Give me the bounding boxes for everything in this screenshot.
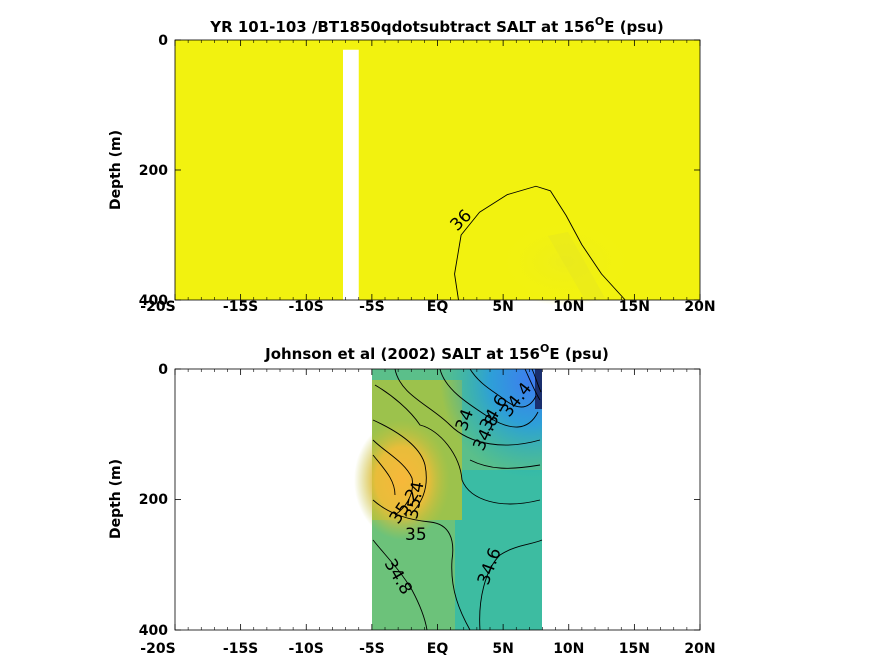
bottom-xtick-label-2: -10S: [289, 641, 324, 656]
bottom-contours: [372, 368, 543, 631]
top-heatmap-warm-streak: [548, 232, 605, 300]
bottom-contour-34-6: [439, 368, 539, 428]
bottom-contour-35-outer: [374, 384, 541, 505]
bottom-contour-34-8-upper: [394, 368, 541, 446]
top-xtick-label-5: 5N: [492, 299, 513, 315]
bottom-contour-north-edge: [524, 368, 541, 401]
bottom-contour-35-lower: [372, 499, 471, 631]
top-xtick-label-0: -20S: [140, 299, 175, 315]
bottom-xtick-label-1: -15S: [223, 641, 258, 656]
bottom-contour-35-6: [372, 454, 396, 496]
bottom-xtick-label-0: -20S: [140, 641, 175, 656]
bottom-heatmap-warm-core: [354, 420, 450, 540]
bottom-xtick-label-7: 15N: [619, 641, 650, 656]
bottom-contour-label-6: 35: [405, 525, 427, 545]
top-ytick-label-1: 200: [139, 163, 168, 179]
bottom-contour-34-6-lower: [479, 539, 543, 631]
top-xtick-label-4: EQ: [427, 299, 449, 315]
top-xtick-label-8: 20N: [684, 299, 715, 315]
top-blank-strip: [343, 49, 359, 300]
bottom-contour-34-8-lower: [372, 539, 428, 631]
bottom-contour-north-edge-2: [531, 368, 542, 393]
bottom-ticks: [174, 368, 701, 631]
bottom-xtick-label-5: 5N: [492, 641, 513, 656]
bottom-panel: Johnson et al (2002) SALT at 156OE (psu): [108, 342, 716, 656]
bottom-ylabel: Depth (m): [108, 459, 124, 539]
top-xtick-label-7: 15N: [619, 299, 650, 315]
bottom-xtick-label-6: 10N: [553, 641, 584, 656]
bottom-title: Johnson et al (2002) SALT at 156OE (psu): [264, 342, 609, 363]
bottom-contour-35-4: [372, 439, 413, 516]
bottom-heatmap-dark-edge: [535, 369, 542, 409]
bottom-xtick-label-3: -5S: [359, 641, 385, 656]
bottom-heatmap-east-band: [455, 470, 542, 630]
bottom-xtick-label-8: 20N: [684, 641, 715, 656]
top-xtick-label-1: -15S: [223, 299, 258, 315]
top-title: YR 101-103 /BT1850qdotsubtract SALT at 1…: [209, 15, 664, 36]
top-contour-line-0: [454, 185, 626, 301]
top-ytick-label-0: 0: [158, 33, 168, 49]
top-ylabel: Depth (m): [108, 130, 124, 210]
top-ytick-label-2: 400: [139, 293, 168, 309]
bottom-xtick-label-4: EQ: [427, 641, 449, 656]
top-panel: YR 101-103 /BT1850qdotsubtract SALT at 1…: [108, 15, 716, 315]
bottom-ytick-label-1: 200: [139, 492, 168, 508]
top-xtick-label-3: -5S: [359, 299, 385, 315]
bottom-ytick-label-0: 0: [158, 362, 168, 378]
bottom-contour-34-4: [469, 368, 537, 408]
bottom-contour-34-6-north: [469, 459, 541, 469]
bottom-heatmap: [354, 369, 542, 630]
bottom-contour-35-2: [372, 419, 427, 516]
top-xtick-label-2: -10S: [289, 299, 324, 315]
top-ticks: [174, 39, 701, 301]
bottom-ytick-label-2: 400: [139, 623, 168, 639]
top-xtick-label-6: 10N: [553, 299, 584, 315]
